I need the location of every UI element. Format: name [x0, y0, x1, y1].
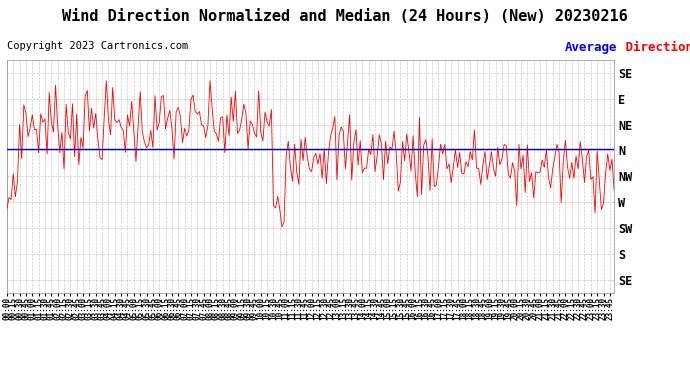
Text: Wind Direction Normalized and Median (24 Hours) (New) 20230216: Wind Direction Normalized and Median (24…: [62, 9, 628, 24]
Text: Direction: Direction: [618, 41, 690, 54]
Text: Average: Average: [565, 41, 618, 54]
Text: Copyright 2023 Cartronics.com: Copyright 2023 Cartronics.com: [7, 41, 188, 51]
